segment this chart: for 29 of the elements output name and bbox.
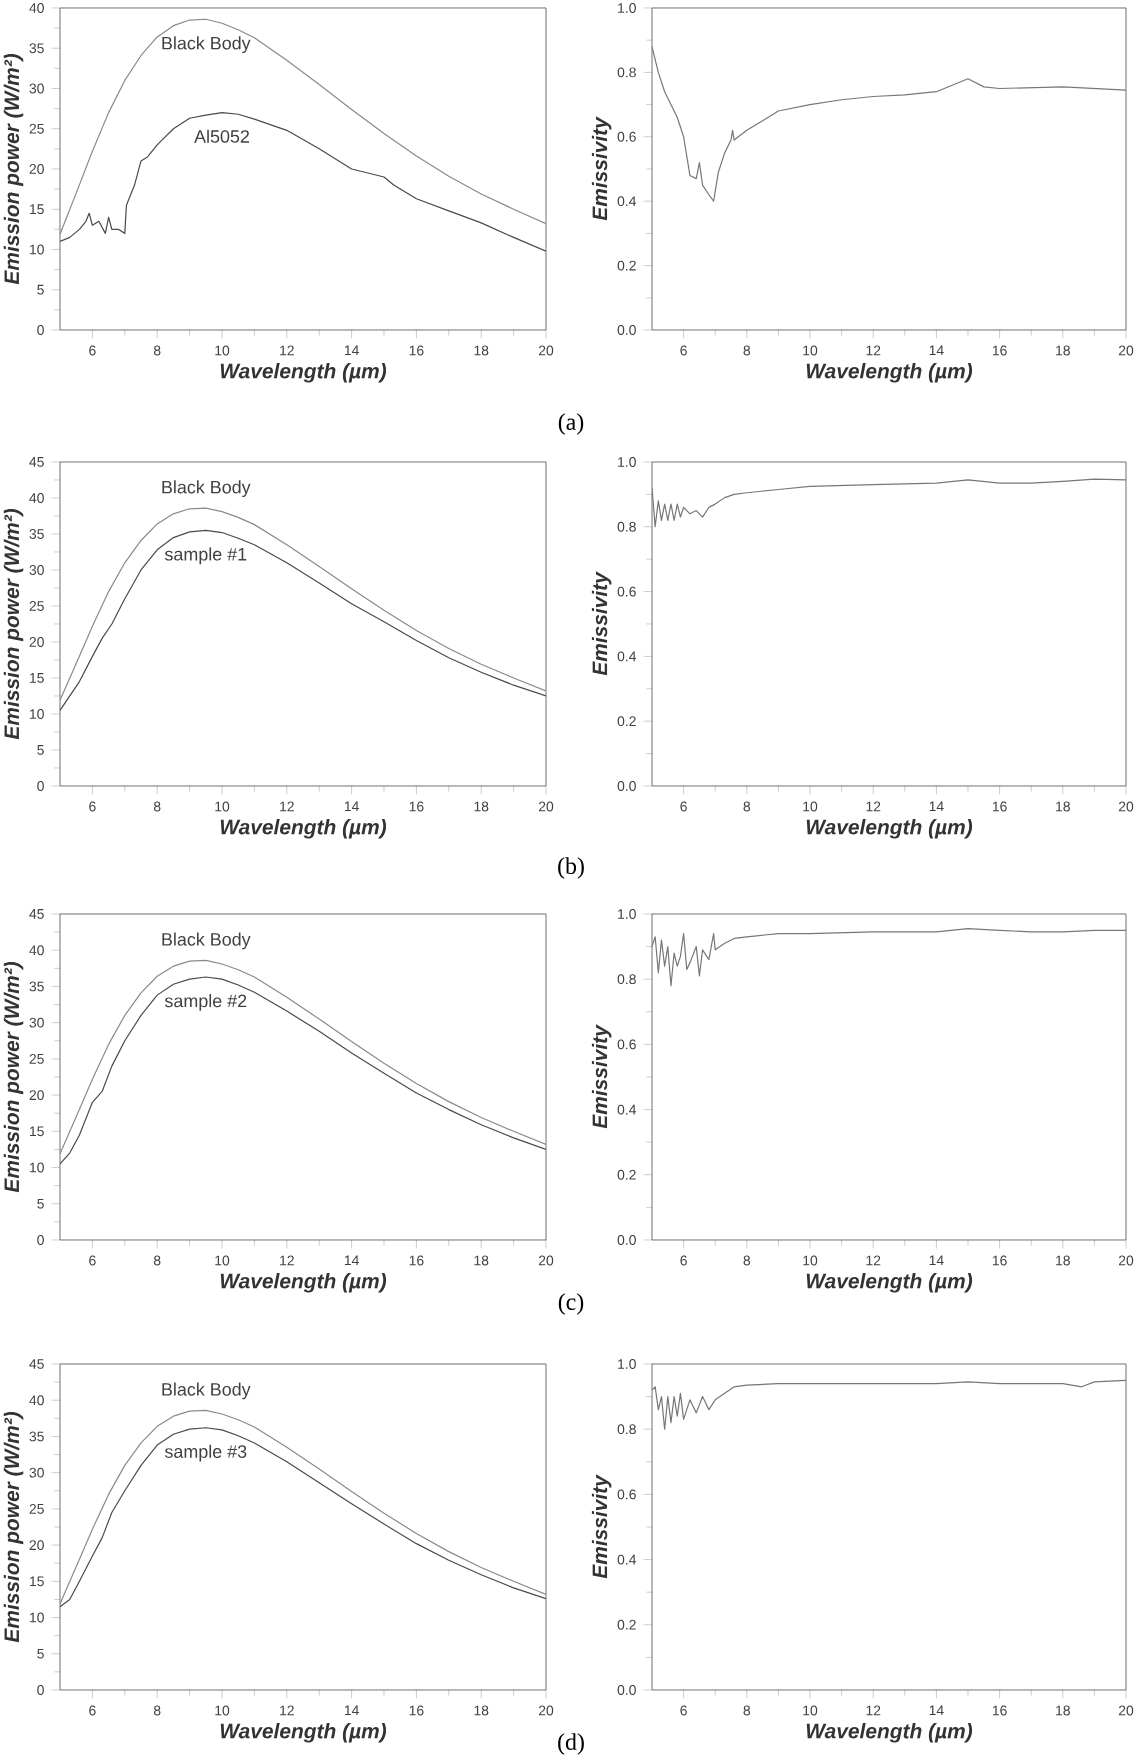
line-series (652, 46, 1126, 202)
series-label: sample #3 (164, 1444, 247, 1462)
y-axis-title: Emissivity (591, 116, 612, 221)
y-axis-title: Emissivity (591, 571, 612, 676)
y-axis-title: Emission power (W/m²) (3, 53, 24, 285)
x-axis-title: Wavelength (µm) (806, 1273, 973, 1293)
x-axis-title: Wavelength (µm) (806, 1723, 973, 1743)
series-label: Black Body (162, 1382, 251, 1400)
x-axis-title: Wavelength (µm) (806, 363, 973, 383)
y-axis-title: Emissivity (591, 1474, 612, 1579)
series-label: Black Body (162, 932, 251, 950)
series-label: Black Body (162, 36, 251, 53)
x-axis-title: Wavelength (µm) (220, 363, 387, 383)
text: (c) (558, 1293, 584, 1315)
x-axis-title: Wavelength (µm) (806, 819, 973, 839)
series-label: sample #1 (164, 547, 247, 565)
series-label: Al5052 (194, 129, 249, 143)
y-axis-title: Emission power (W/m²) (3, 508, 24, 740)
y-axis-title: Emissivity (591, 1024, 612, 1129)
text: (b) (558, 857, 584, 879)
y-axis-title: Emission power (W/m²) (3, 961, 24, 1193)
series-label: Black Body (162, 480, 251, 498)
x-axis-title: Wavelength (µm) (220, 1273, 387, 1293)
y-axis-title: Emission power (W/m²) (3, 1411, 24, 1643)
series-label: sample #2 (164, 994, 247, 1011)
x-axis-title: Wavelength (µm) (220, 1723, 387, 1743)
x-axis-title: Wavelength (µm) (220, 819, 387, 839)
text: (d) (558, 1733, 584, 1755)
text: (a) (558, 413, 584, 435)
